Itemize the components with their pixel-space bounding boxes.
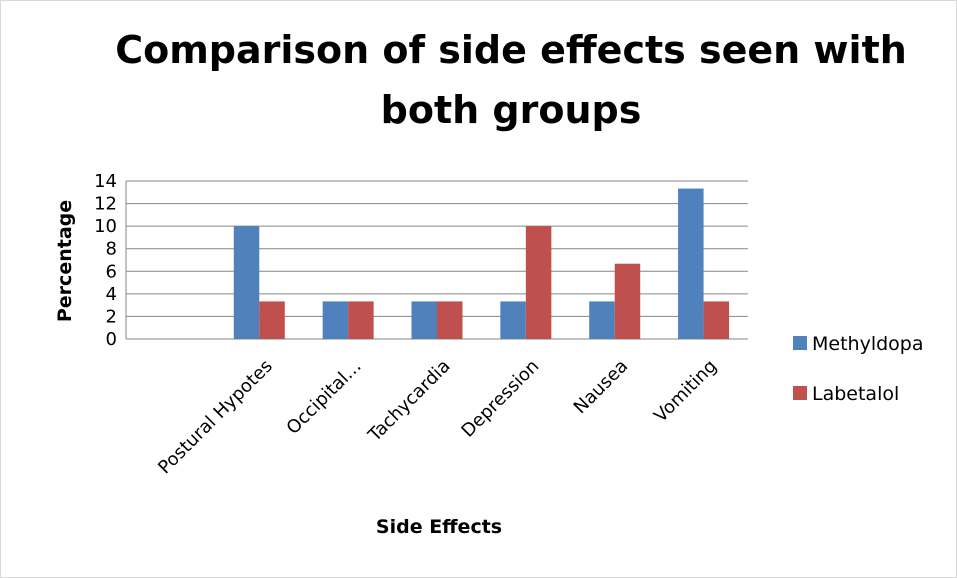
x-axis-title: Side Effects: [376, 516, 502, 538]
x-tick-label: Nausea: [570, 356, 633, 419]
y-tick-label: 2: [106, 306, 117, 327]
bar-labetalol-2: [348, 301, 374, 339]
bar-methyldopa-4: [500, 301, 526, 339]
gridlines: [125, 180, 748, 340]
bar-methyldopa-2: [322, 301, 349, 339]
bar-labetalol-4: [525, 226, 552, 339]
y-tick-label: 12: [94, 194, 117, 215]
y-tick-label: 6: [106, 261, 117, 282]
y-tick-label: 10: [94, 216, 117, 237]
bar-labetalol-3: [437, 301, 463, 339]
bar-labetalol-6: [703, 301, 730, 339]
y-tick-label: 8: [106, 239, 117, 260]
bar-methyldopa-3: [411, 301, 437, 339]
legend: Methyldopa Labetalol: [793, 333, 924, 405]
bars: [233, 188, 730, 339]
x-tick-label: Postural Hypotes: [154, 356, 277, 479]
legend-swatch-labetalol: [793, 386, 807, 400]
chart-title-line-1: Comparison of side effects seen with: [115, 28, 907, 72]
legend-label-methyldopa: Methyldopa: [812, 333, 924, 355]
x-axis-tick-labels: Postural Hypotes Occipital…Tachycardia Dep…: [154, 356, 721, 479]
x-tick-label: Tachycardia: [364, 356, 455, 447]
y-tick-label: 14: [94, 171, 117, 192]
chart-title-line-2: both groups: [381, 88, 642, 132]
legend-swatch-methyldopa: [793, 336, 807, 350]
bar-methyldopa-1: [233, 226, 260, 339]
x-tick-label: Depression: [457, 356, 543, 442]
bar-methyldopa-5: [589, 301, 615, 339]
y-tick-label: 4: [106, 284, 117, 305]
y-tick-label: 0: [106, 329, 117, 350]
bar-labetalol-5: [614, 263, 641, 339]
bar-labetalol-1: [259, 301, 285, 339]
y-axis-title: Percentage: [54, 200, 76, 322]
x-tick-label: Vomiting: [650, 356, 721, 427]
legend-label-labetalol: Labetalol: [812, 383, 899, 405]
bar-methyldopa-6: [678, 188, 704, 339]
x-tick-label: Occipital…: [283, 356, 366, 439]
